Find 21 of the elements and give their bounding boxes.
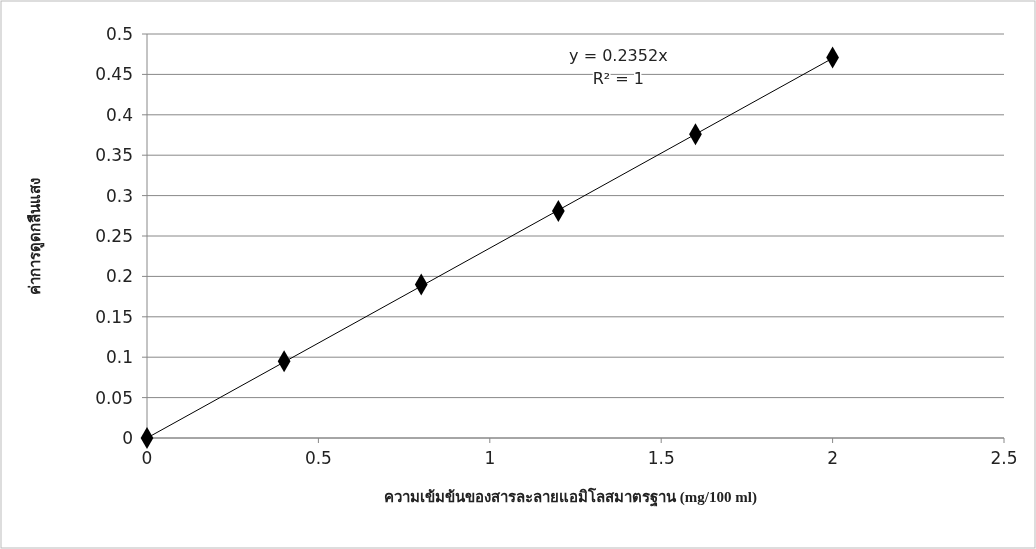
x-tick-label: 1.5	[647, 448, 675, 468]
y-tick-label: 0.5	[105, 24, 133, 44]
y-tick-label: 0.15	[95, 306, 133, 327]
y-tick-label: 0.2	[105, 266, 133, 287]
y-tick-label: 0.45	[95, 64, 133, 85]
y-tick-label: 0.4	[105, 104, 133, 125]
y-tick-label: 0.3	[105, 185, 133, 206]
x-tick-label: 0	[141, 448, 153, 468]
x-tick-label: 2.5	[990, 448, 1018, 468]
x-tick-label: 2	[827, 448, 839, 468]
annotation: R² = 1	[592, 69, 644, 88]
y-tick-label: 0.05	[95, 387, 133, 408]
x-axis-title: ความเข้มข้นของสารละลายแอมิโลสมาตรฐาน (mg/100 ml)	[384, 487, 757, 507]
x-tick-label: 1	[484, 448, 496, 468]
y-tick-label: 0.25	[95, 226, 133, 246]
y-axis-title: ค่าการดูดกลืนแสง	[27, 177, 45, 295]
y-tick-label: 0.1	[105, 347, 133, 368]
annotation: y = 0.2352x	[569, 46, 668, 65]
y-tick-label: 0.35	[95, 145, 133, 166]
y-tick-label: 0	[122, 428, 133, 448]
x-tick-label: 0.5	[304, 448, 332, 468]
